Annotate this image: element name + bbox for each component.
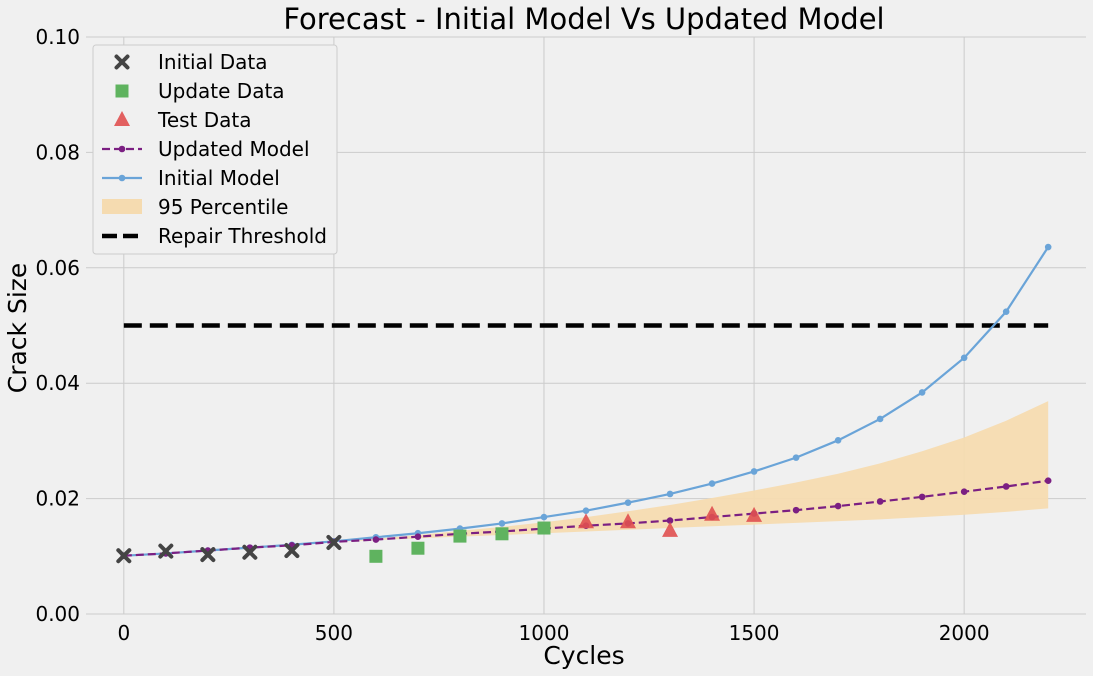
y-tick-label: 0.08 (35, 140, 80, 164)
initial-data-point (242, 544, 258, 560)
update-data-point (495, 527, 509, 541)
update-data-point (537, 521, 551, 535)
update-data-point (453, 529, 467, 543)
legend-initial-model-label: Initial Model (158, 166, 280, 190)
legend-test-data-label: Test Data (157, 108, 252, 132)
initial-data-mark-stroke (200, 547, 216, 563)
legend-updated-model-label: Updated Model (158, 137, 310, 161)
initial-data-point (284, 543, 300, 559)
initial-model-line-point (918, 389, 926, 396)
update-data-point (369, 549, 383, 563)
updated-model-line-point (372, 536, 380, 543)
initial-model-line-point (708, 480, 716, 487)
initial-model-line-point (498, 520, 506, 527)
legend-handle-initial-data (114, 54, 130, 70)
initial-model-line-point (540, 513, 548, 521)
legend: Initial Data Update Data Test Data Updated … (92, 44, 338, 255)
initial-data-point (158, 543, 174, 559)
initial-data-point (116, 548, 132, 564)
y-tick-label: 0.00 (35, 602, 80, 626)
initial-model-line-point (1002, 308, 1010, 315)
update-data-point (411, 541, 425, 555)
percentile-band-area (333, 401, 1049, 542)
legend-initial-data-label: Initial Data (158, 50, 267, 74)
y-tick-label: 0.10 (35, 25, 80, 49)
legend-handle-initial-model-point (118, 174, 126, 182)
updated-model-line-point (834, 502, 842, 510)
updated-model-line-point (414, 533, 422, 540)
legend-95-percentile-label: 95 Percentile (158, 195, 288, 219)
initial-model-line-point (834, 437, 842, 444)
updated-model-line-point (876, 498, 884, 505)
updated-model-line-point (792, 506, 800, 514)
data-markers (116, 505, 763, 564)
initial-data-mark-stroke (114, 54, 130, 70)
x-axis-label: Cycles (543, 641, 624, 670)
initial-model-line-point (666, 490, 674, 498)
initial-data-point (200, 547, 216, 563)
y-tick-label: 0.06 (35, 256, 80, 280)
initial-data-mark-stroke (116, 548, 132, 564)
y-tick-label: 0.02 (35, 487, 80, 511)
initial-data-mark-stroke (326, 534, 342, 550)
initial-model-line-point (750, 468, 758, 475)
updated-model-line-point (960, 488, 968, 495)
x-tick-label: 0 (117, 621, 130, 645)
initial-model-line-point (582, 507, 590, 515)
tick-labels: 0 500 1000 1500 2000 0.00 0.02 0.04 0.06 0.08 0.10 (35, 25, 989, 645)
y-axis-label: Crack Size (3, 263, 32, 394)
test-data-point (704, 505, 721, 521)
legend-handle-updated-model-point (118, 145, 126, 153)
x-tick-label: 500 (315, 621, 353, 645)
y-tick-label: 0.04 (35, 371, 80, 395)
legend-handle-percentile (102, 199, 142, 214)
updated-model-line-point (918, 493, 926, 501)
legend-box (92, 44, 338, 255)
updated-model-line-point (1044, 477, 1052, 485)
initial-model-line-point (624, 499, 632, 506)
initial-model-line-point (960, 354, 968, 362)
initial-data-mark-stroke (242, 544, 258, 560)
chart-title: Forecast - Initial Model Vs Updated Mode… (283, 2, 884, 36)
x-tick-label: 1500 (729, 621, 780, 645)
initial-data-mark-stroke (158, 543, 174, 559)
initial-data-point (326, 534, 342, 550)
legend-update-data-label: Update Data (158, 79, 285, 103)
x-tick-label: 2000 (939, 621, 990, 645)
initial-model-line-point (876, 415, 884, 423)
updated-model-line-point (1002, 483, 1010, 490)
updated-model-line-point (666, 517, 674, 524)
percentile-band (333, 401, 1049, 542)
legend-handle-update-data (115, 84, 129, 98)
test-data-point (578, 513, 594, 529)
x-tick-label: 1000 (519, 621, 570, 645)
initial-model-line-point (1044, 243, 1052, 251)
test-data-point (620, 513, 637, 529)
test-data-point (662, 521, 679, 537)
test-data-point (746, 506, 763, 522)
legend-repair-threshold-label: Repair Threshold (158, 224, 327, 248)
legend-handle-test-data (114, 111, 130, 126)
initial-data-mark-stroke (284, 543, 300, 559)
initial-model-line-point (792, 454, 800, 461)
